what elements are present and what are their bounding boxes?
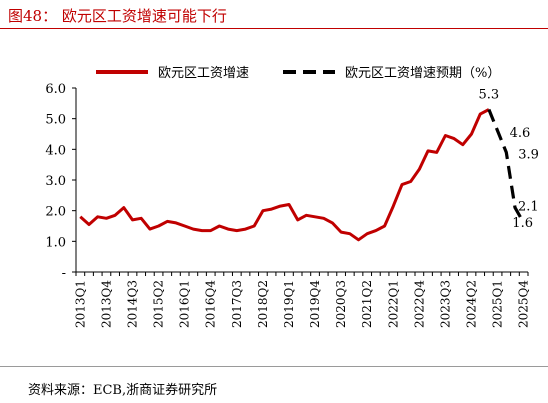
y-tick-label: 1.0: [45, 235, 66, 250]
figure-title: 图48： 欧元区工资增速可能下行: [8, 7, 227, 25]
chart: 欧元区工资增速 欧元区工资增速预期（%） - 1.0 2.0 3.0 4.0 5.0 6.0 2…: [45, 66, 539, 328]
y-tick-label: -: [62, 266, 66, 281]
series-line-2: [487, 108, 526, 224]
x-tick-label: 2024Q2: [465, 280, 479, 328]
x-tick-label: 2015Q2: [152, 280, 166, 328]
data-label: 1.6: [512, 216, 533, 231]
data-label: 5.3: [479, 87, 500, 102]
x-tick-label: 2020Q3: [334, 280, 348, 328]
y-tick-label: 2.0: [45, 205, 66, 220]
x-tick-label: 2022Q4: [412, 280, 426, 328]
y-tick-label: 4.0: [45, 143, 66, 158]
x-tick-label: 2013Q1: [73, 280, 87, 328]
x-tick-label: 2016Q4: [204, 280, 218, 328]
y-tick-label: 3.0: [45, 174, 66, 189]
series-line-1: [79, 108, 490, 242]
x-tick-label: 2017Q3: [230, 280, 244, 328]
legend: 欧元区工资增速 欧元区工资增速预期（%）: [96, 66, 500, 81]
data-label: 4.6: [510, 126, 531, 141]
y-tick-label: 6.0: [45, 82, 66, 97]
data-label: 2.1: [518, 200, 539, 215]
x-tick-label: 2019Q4: [308, 280, 322, 328]
x-tick-label: 2016Q1: [178, 280, 192, 328]
plot-area: - 1.0 2.0 3.0 4.0 5.0 6.0 2013Q1 2013Q4 2014Q3 201…: [45, 82, 539, 328]
x-tick-label: 2019Q1: [282, 280, 296, 328]
x-tick-label: 2018Q2: [256, 280, 270, 328]
source-note: 资料来源：ECB,浙商证券研究所: [28, 383, 218, 398]
x-tick-label: 2025Q4: [517, 280, 531, 328]
title-rule: [0, 28, 548, 29]
x-tick-label: 2025Q1: [491, 280, 505, 328]
y-tick-label: 5.0: [45, 113, 66, 128]
legend-label-1: 欧元区工资增速: [158, 66, 249, 81]
legend-label-2: 欧元区工资增速预期（%）: [345, 66, 500, 81]
x-tick-label: 2014Q3: [126, 280, 140, 328]
x-tick-label: 2022Q1: [386, 280, 400, 328]
data-label: 3.9: [518, 147, 539, 162]
x-tick-label: 2013Q4: [99, 280, 113, 328]
x-tick-label: 2023Q3: [438, 280, 452, 328]
x-tick-label: 2021Q2: [360, 280, 374, 328]
source-rule: [0, 366, 548, 367]
